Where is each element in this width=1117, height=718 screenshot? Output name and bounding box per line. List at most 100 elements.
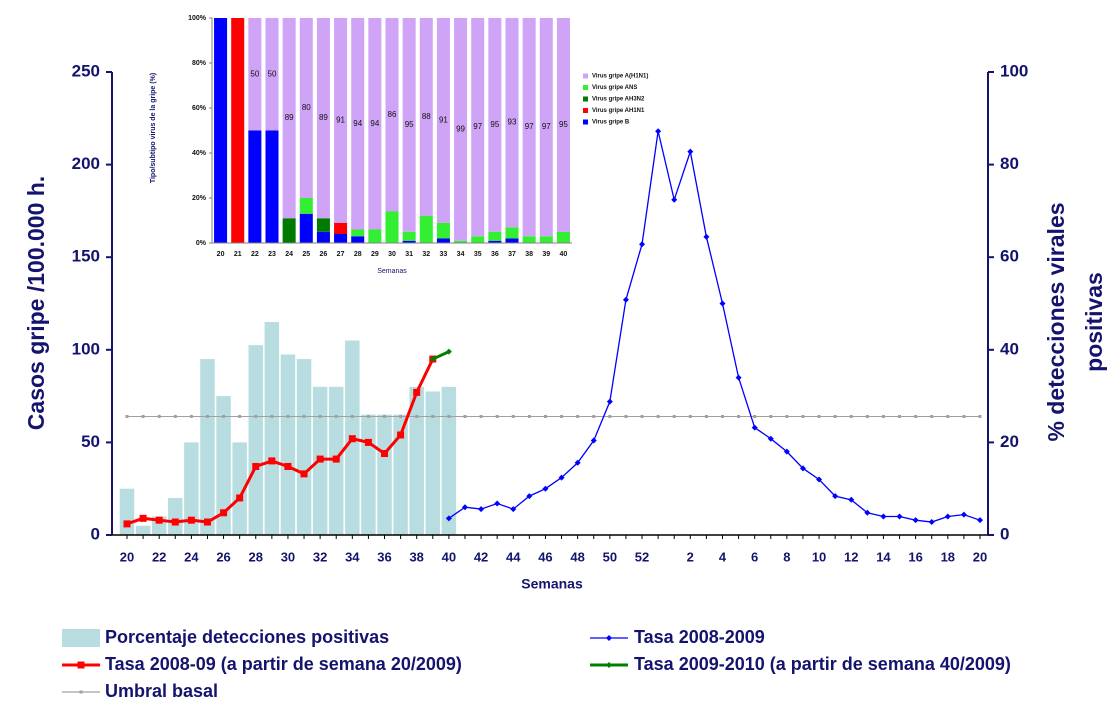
x-tick-label: 38 (409, 549, 423, 564)
line-marker (687, 148, 694, 155)
x-tick-label: 28 (354, 251, 362, 258)
legend-swatch (583, 73, 588, 79)
line-marker (222, 414, 226, 418)
bar (135, 525, 151, 535)
stacked-bar (471, 18, 485, 237)
line (432, 350, 450, 361)
line-marker (542, 485, 549, 492)
y2-tick-label: 20 (1000, 432, 1019, 451)
line-marker (511, 414, 515, 418)
bar (409, 386, 424, 535)
line-marker (383, 414, 387, 418)
line-marker (672, 414, 676, 418)
legend-marker (79, 690, 83, 694)
line-marker (238, 414, 242, 418)
line-marker (639, 241, 646, 248)
line-marker (978, 414, 982, 418)
stacked-bar (556, 18, 570, 232)
line-marker (300, 470, 308, 478)
line-marker (203, 518, 211, 526)
line-marker (864, 509, 871, 516)
stacked-bar (299, 213, 313, 243)
legend-swatch (583, 96, 588, 102)
line-marker (381, 450, 389, 458)
stacked-bar (299, 198, 313, 214)
x-tick-label: 35 (474, 251, 482, 258)
line-marker (767, 435, 774, 442)
x-tick-label: 4 (719, 549, 727, 564)
stacked-bar (522, 18, 536, 237)
line-marker (833, 414, 837, 418)
line-marker (896, 513, 903, 520)
line-marker (254, 414, 258, 418)
line-marker (510, 506, 517, 513)
data-label: 93 (508, 118, 517, 127)
data-label: 86 (388, 110, 397, 119)
bar (248, 345, 263, 535)
line-marker (397, 431, 405, 439)
bar (119, 488, 135, 535)
line-marker (125, 414, 129, 418)
stacked-bar (402, 240, 416, 243)
y-tick-label: 60% (192, 105, 207, 112)
line-marker (189, 414, 193, 418)
legend-label: Virus gripe ANS (592, 85, 637, 91)
data-label: 94 (370, 119, 379, 128)
y-tick-label: 250 (72, 61, 100, 80)
line-marker (622, 296, 629, 303)
stacked-bar (454, 240, 468, 243)
stacked-bar (556, 231, 570, 243)
x-tick-label: 46 (538, 549, 552, 564)
line-marker (751, 424, 758, 431)
line-marker (817, 414, 821, 418)
x-axis-title: Semanas (377, 268, 407, 275)
data-label: 50 (250, 69, 259, 78)
x-tick-label: 37 (508, 251, 516, 258)
line-marker (624, 414, 628, 418)
data-label: 97 (542, 122, 551, 131)
line-marker (268, 457, 276, 465)
stacked-bar (488, 231, 502, 241)
x-tick-label: 32 (422, 251, 430, 258)
stacked-bar (334, 18, 348, 223)
stacked-bar (402, 231, 416, 241)
x-tick-label: 22 (251, 251, 259, 258)
line-marker (914, 414, 918, 418)
line-marker (671, 196, 678, 203)
x-tick-label: 29 (371, 251, 379, 258)
x-tick-label: 6 (751, 549, 758, 564)
stacked-bar (419, 18, 433, 216)
line-marker (252, 462, 260, 470)
stacked-bar (248, 130, 262, 243)
x-axis-title: Semanas (521, 576, 583, 592)
line-marker (187, 516, 195, 524)
line-marker (123, 520, 131, 528)
y-tick-label: 0 (91, 524, 100, 543)
line-marker (366, 414, 370, 418)
stacked-bar (522, 236, 536, 243)
line-marker (478, 506, 485, 513)
stacked-bar (265, 130, 279, 243)
legend-label: Virus gripe AH3N2 (592, 97, 645, 103)
data-label: 50 (268, 69, 277, 78)
y-tick-label: 50 (81, 432, 100, 451)
line-marker (928, 519, 935, 526)
line-marker (286, 414, 290, 418)
stacked-bar (214, 18, 228, 243)
line-marker (865, 414, 869, 418)
line-marker (205, 414, 209, 418)
x-tick-label: 14 (876, 549, 891, 564)
line-marker (656, 414, 660, 418)
stacked-bar (316, 231, 330, 243)
bar (361, 414, 376, 535)
x-tick-label: 10 (812, 549, 826, 564)
line-marker (688, 414, 692, 418)
y2-tick-label: 60 (1000, 247, 1019, 266)
line-marker (930, 414, 934, 418)
bar (168, 497, 183, 535)
x-tick-label: 16 (908, 549, 922, 564)
line-marker (558, 474, 565, 481)
line-marker (912, 517, 919, 524)
line-marker (461, 504, 468, 511)
stacked-bar (539, 18, 553, 237)
